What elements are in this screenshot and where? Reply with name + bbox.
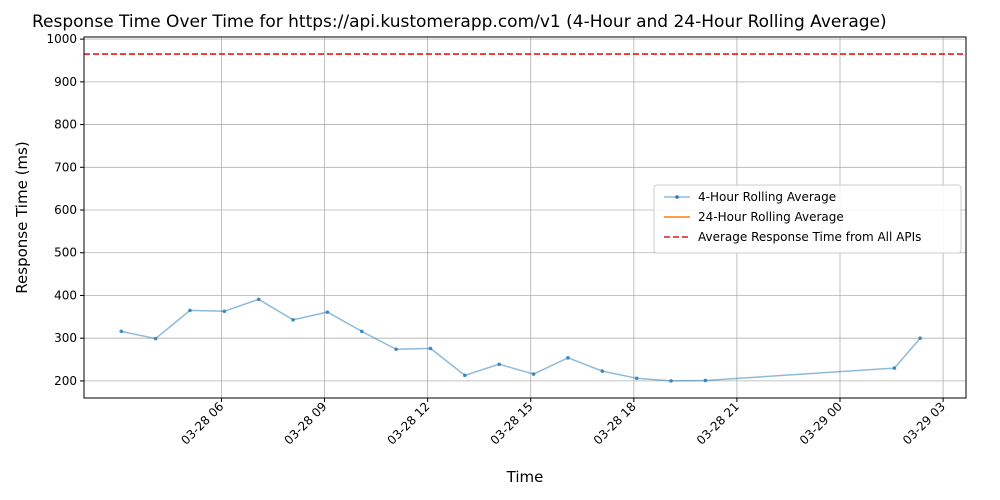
- data-point: [497, 362, 502, 367]
- data-point: [566, 356, 570, 360]
- data-point: [256, 297, 261, 302]
- data-point: [634, 376, 639, 381]
- data-point: [394, 347, 398, 352]
- data-point: [669, 379, 673, 383]
- y-tick-label: 600: [54, 203, 77, 217]
- data-point: [600, 369, 605, 373]
- data-point: [222, 309, 227, 314]
- legend-box: [653, 184, 962, 254]
- y-tick-label: 800: [54, 118, 77, 132]
- y-tick-label: 200: [54, 374, 77, 388]
- data-point: [918, 336, 922, 340]
- legend-marker: [675, 195, 679, 199]
- data-point: [153, 336, 158, 341]
- y-tick-label: 1000: [46, 32, 77, 46]
- y-tick-label: 300: [54, 331, 77, 345]
- data-point: [892, 366, 897, 370]
- data-point: [703, 378, 708, 383]
- data-point: [463, 373, 467, 378]
- data-point: [291, 318, 295, 322]
- legend-entry: Average Response Time from All APIs: [698, 230, 921, 244]
- y-tick-label: 700: [54, 160, 77, 174]
- data-point: [119, 329, 124, 334]
- chart-title: Response Time Over Time for https://api.…: [32, 12, 887, 32]
- data-point: [188, 308, 192, 313]
- plot-frame: [83, 36, 967, 399]
- data-point: [325, 310, 330, 314]
- legend-entry: 4-Hour Rolling Average: [698, 190, 836, 204]
- data-point: [531, 372, 536, 376]
- series-line: [121, 298, 921, 382]
- data-point: [359, 329, 364, 334]
- legend: 4-Hour Rolling Average 24-Hour Rolling Av…: [653, 184, 962, 254]
- legend-entry: 24-Hour Rolling Average: [698, 210, 844, 224]
- plot-area: [84, 53, 966, 383]
- y-tick-label: 500: [54, 246, 77, 260]
- x-axis-label: Time: [506, 468, 544, 486]
- y-tick-label: 400: [54, 288, 77, 302]
- y-axis-label: Response Time (ms): [13, 141, 31, 293]
- y-tick-label: 900: [54, 75, 77, 89]
- data-point: [428, 346, 433, 351]
